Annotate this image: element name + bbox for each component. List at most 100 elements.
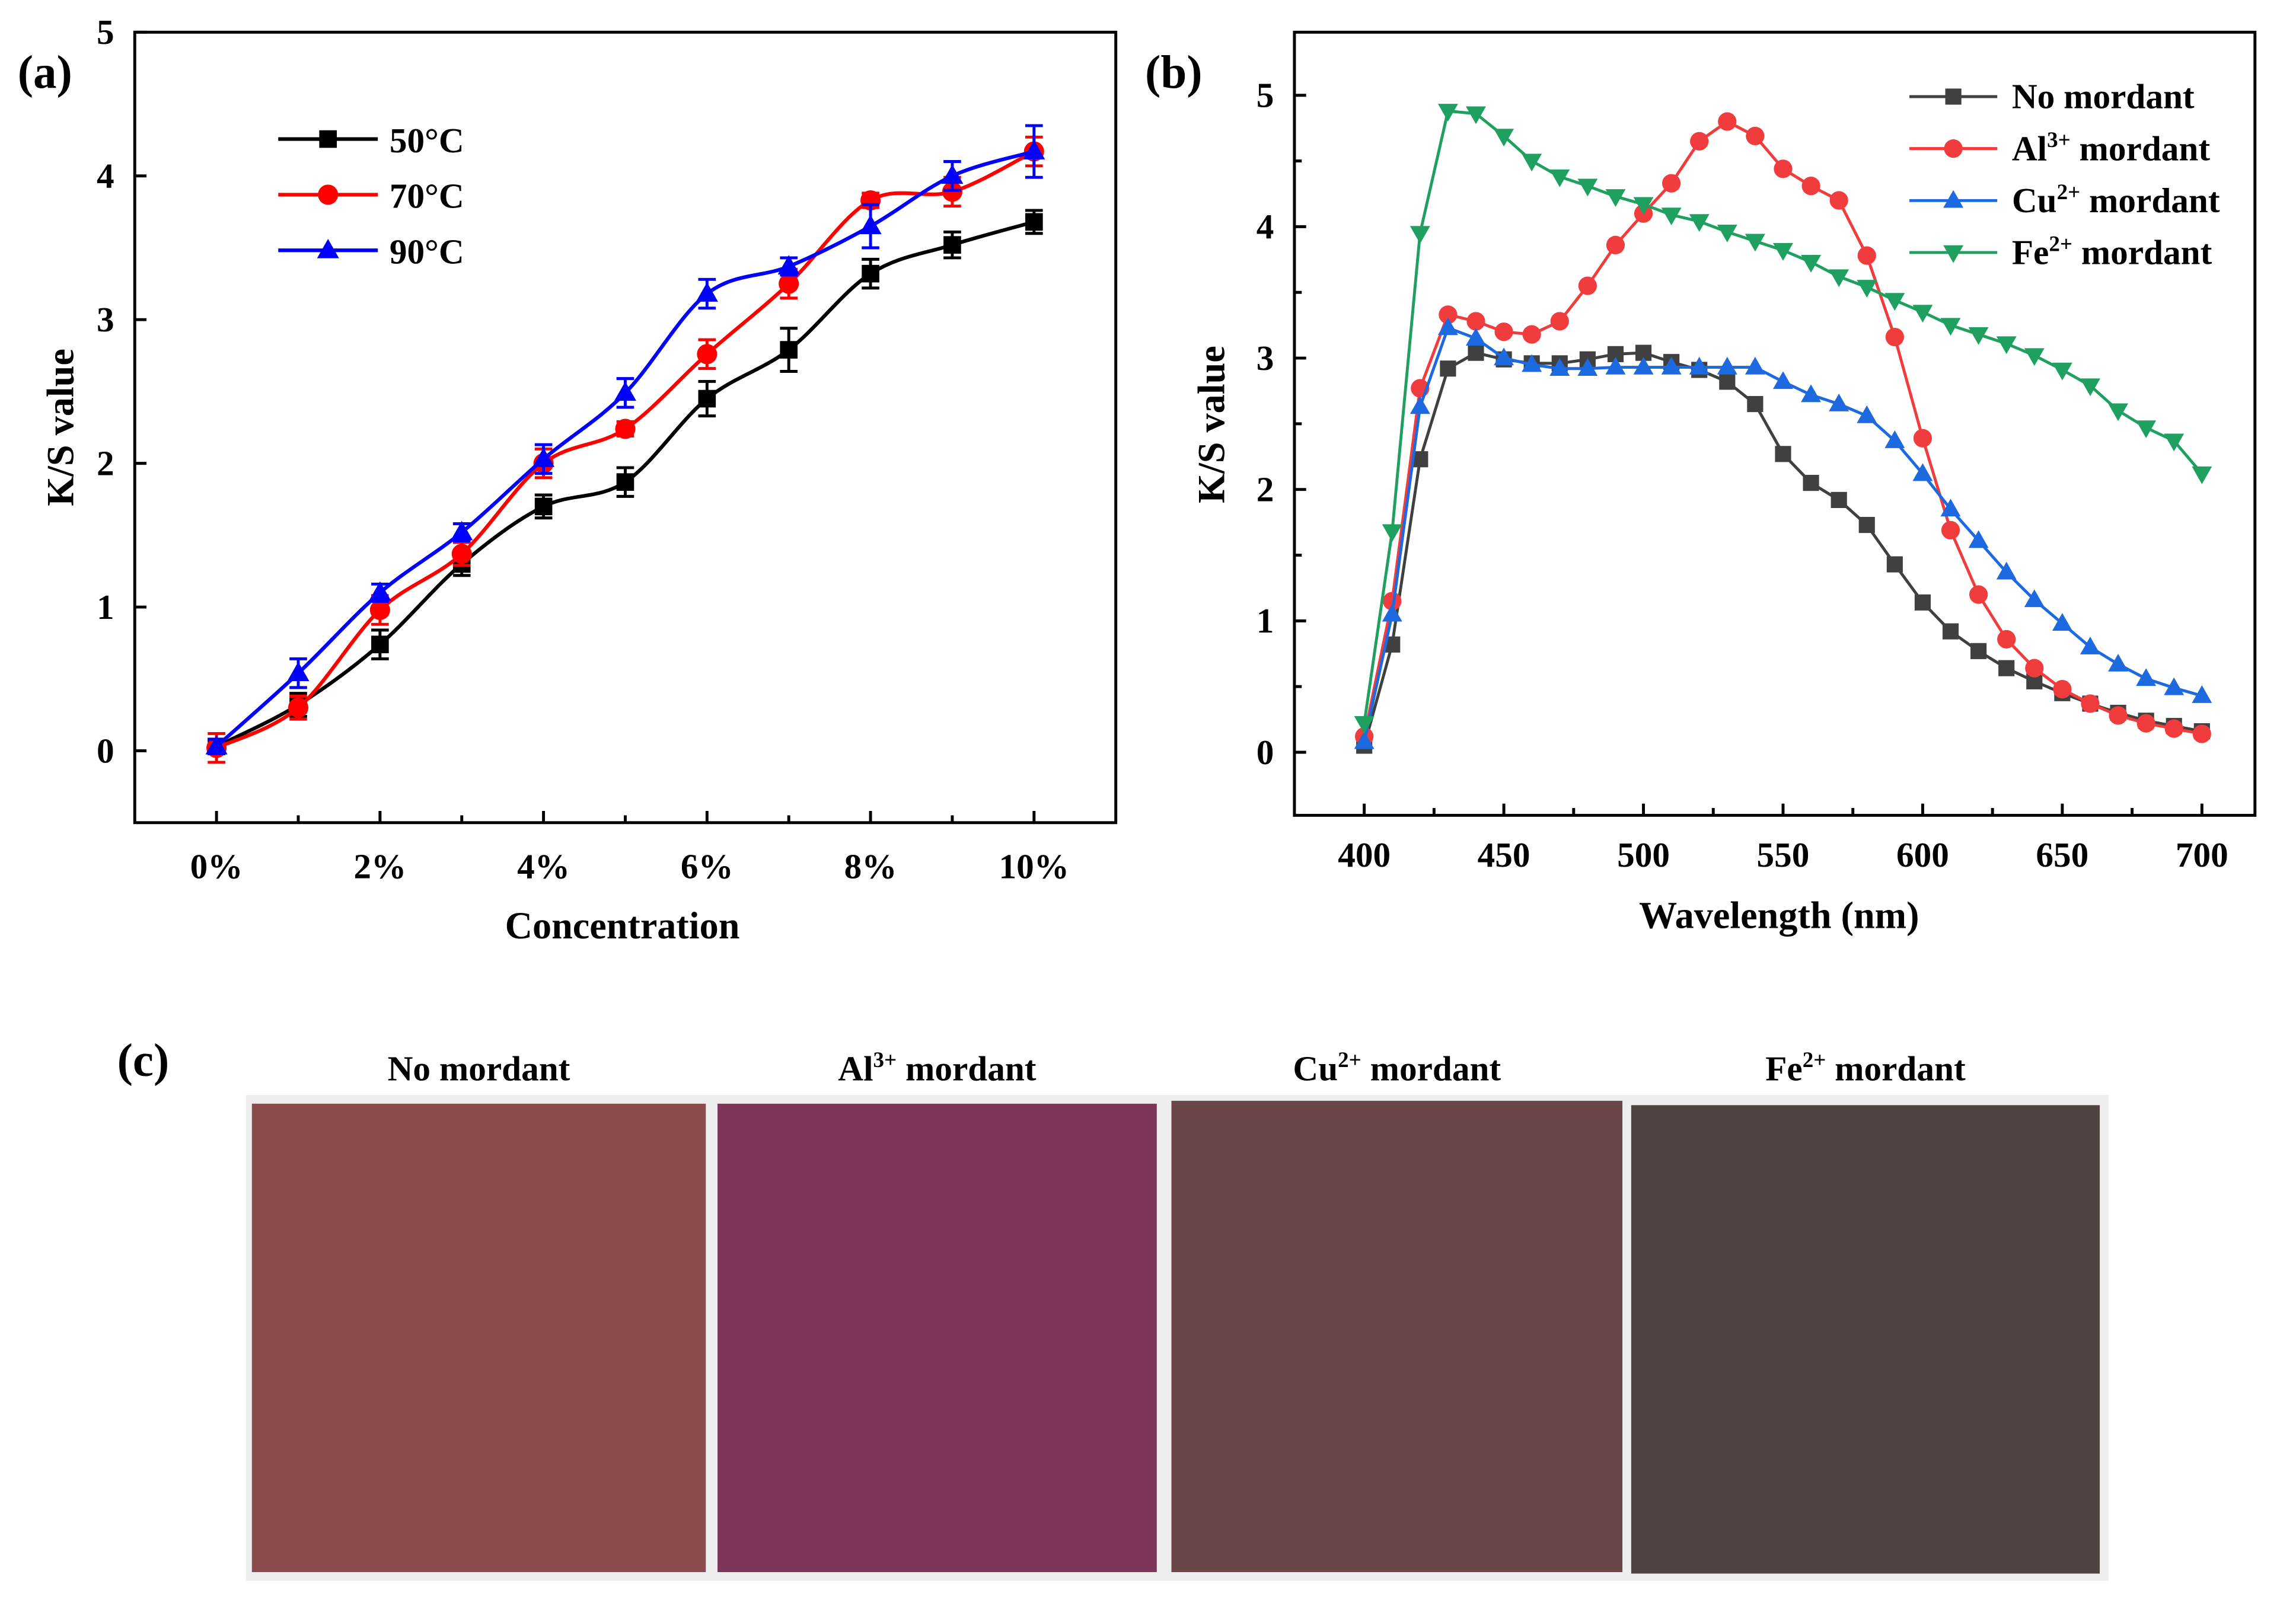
data-point	[1689, 356, 1710, 375]
data-point	[616, 473, 634, 491]
data-point	[2164, 433, 2185, 452]
data-point	[1550, 312, 1569, 331]
panel-a-ylabel: K/S value	[40, 349, 82, 506]
legend-label: 50°C	[390, 121, 464, 160]
data-point	[698, 389, 716, 408]
data-point	[1969, 585, 1988, 604]
data-point	[1549, 169, 1570, 187]
legend-label: Al3+ mordant	[2012, 128, 2210, 168]
data-point	[1857, 280, 1877, 298]
data-point	[1857, 405, 1877, 423]
data-point	[2053, 679, 2072, 699]
panel-a-label: (a)	[18, 47, 72, 98]
data-point	[696, 282, 718, 302]
data-point	[1633, 356, 1654, 375]
legend-marker	[317, 238, 339, 258]
legend-label: Cu2+ mordant	[2012, 180, 2220, 220]
data-point	[1466, 328, 1486, 346]
data-point	[2136, 668, 2157, 686]
data-point	[1633, 197, 1654, 215]
fabric-swatch-1	[251, 1103, 706, 1573]
data-point	[1522, 325, 1541, 344]
data-point	[777, 255, 800, 274]
x-tick-label: 4%	[517, 847, 570, 886]
panel-b-chart: (b) Wavelength (nm) K/S value 0 1 2 3 4 5 400 4…	[1145, 30, 2257, 937]
data-point	[1747, 396, 1764, 413]
data-point	[288, 697, 309, 718]
data-point	[1410, 396, 1430, 414]
data-point	[451, 520, 473, 541]
data-point	[1884, 430, 1905, 448]
data-point	[2108, 403, 2129, 421]
data-point	[1718, 112, 1737, 131]
data-point	[1577, 358, 1598, 376]
fabric-swatch-4	[1631, 1105, 2100, 1574]
data-point	[1549, 358, 1570, 376]
data-point	[1940, 499, 1961, 517]
data-point	[1466, 106, 1486, 124]
data-point	[1689, 214, 1710, 232]
y-tick-label: 2	[1257, 469, 1274, 509]
data-point	[780, 341, 798, 359]
data-point	[1746, 126, 1765, 146]
data-point	[1606, 235, 1625, 255]
series-line-2	[1363, 325, 2202, 742]
y-tick-label: 4	[97, 156, 114, 196]
data-point	[1662, 174, 1681, 193]
x-tick-label: 10%	[999, 847, 1070, 886]
data-point	[1468, 344, 1484, 361]
data-point	[451, 544, 472, 564]
data-point	[1998, 660, 2015, 676]
data-point	[1437, 317, 1458, 336]
x-tick-label: 450	[1478, 835, 1530, 874]
panel-c-photos: (c) No mordant Al3+ mordant Cu2+ mordant Fe…	[117, 1035, 2109, 1581]
legend-marker	[318, 184, 339, 205]
data-point	[1970, 643, 1987, 659]
data-point	[1940, 318, 1961, 336]
data-point	[205, 734, 228, 755]
data-point	[615, 419, 636, 439]
y-tick-label: 3	[1257, 338, 1274, 378]
data-point	[2052, 613, 2072, 631]
data-point	[2192, 685, 2212, 703]
data-point	[1829, 191, 1848, 210]
swatch-label: No mordant	[388, 1049, 570, 1088]
data-point	[1661, 207, 1682, 226]
data-point	[1494, 322, 1513, 341]
data-point	[1996, 336, 2017, 354]
x-tick-label: 6%	[681, 847, 734, 886]
data-point	[1996, 561, 2017, 580]
legend-marker	[1944, 139, 1963, 158]
data-point	[1801, 384, 1822, 403]
data-point	[1577, 178, 1598, 197]
data-point	[2109, 706, 2128, 725]
fabric-swatch-3	[1171, 1100, 1623, 1573]
panel-a-chart: (a) Concentration K/S value 0 1 2 3 4 5 0% 2% 4%…	[18, 12, 1118, 947]
data-point	[1382, 524, 1402, 542]
data-point	[1661, 356, 1682, 375]
panel-a-xlabel: Concentration	[505, 905, 740, 947]
data-point	[1437, 104, 1458, 122]
data-point	[1829, 269, 1849, 288]
y-tick-label: 3	[97, 300, 114, 339]
data-point	[1466, 312, 1485, 331]
data-point	[1440, 360, 1456, 377]
data-point	[614, 381, 636, 401]
data-point	[1968, 530, 1989, 548]
x-tick-label: 0%	[190, 847, 243, 886]
data-point	[1439, 305, 1458, 324]
swatch-label: Fe2+ mordant	[1765, 1048, 1966, 1088]
data-point	[1717, 225, 1737, 242]
x-tick-label: 700	[2176, 835, 2228, 874]
data-point	[1410, 226, 1430, 244]
panel-b-ylabel: K/S value	[1190, 346, 1232, 503]
data-point	[1522, 154, 1542, 172]
data-point	[1745, 356, 1765, 375]
data-point	[371, 635, 389, 653]
data-point	[1773, 371, 1793, 389]
swatch-label: Al3+ mordant	[838, 1048, 1036, 1088]
series-line-1	[1363, 120, 2202, 737]
data-point	[862, 264, 879, 283]
